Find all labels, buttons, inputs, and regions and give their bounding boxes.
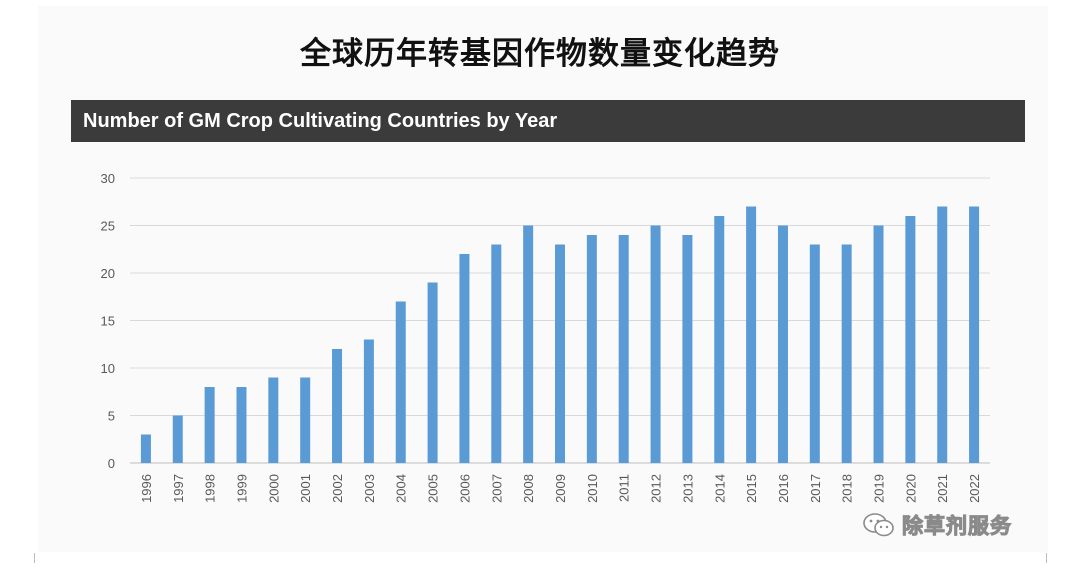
x-tick-label: 1998	[203, 474, 218, 503]
x-tick-label: 2009	[553, 474, 568, 503]
corner-mark	[24, 553, 35, 563]
y-tick-label: 5	[108, 409, 115, 424]
y-tick-label: 15	[101, 314, 115, 329]
x-tick-label: 2010	[585, 474, 600, 503]
x-tick-label: 2014	[712, 474, 727, 503]
bar-2022	[969, 206, 980, 463]
bar-2000	[268, 377, 279, 463]
x-tick-label: 2008	[521, 474, 536, 503]
x-tick-label: 2022	[967, 474, 982, 503]
x-tick-label: 2005	[426, 474, 441, 503]
bar-2021	[937, 206, 948, 463]
y-tick-label: 30	[101, 171, 115, 186]
bar-2018	[841, 244, 852, 463]
x-tick-label: 1997	[171, 474, 186, 503]
x-tick-label: 2007	[489, 474, 504, 503]
x-tick-label: 1996	[139, 474, 154, 503]
bar-1999	[236, 387, 247, 463]
bar-2010	[586, 235, 597, 463]
bar-1996	[140, 434, 151, 463]
wechat-watermark: 除草剂服务	[862, 512, 1012, 539]
x-tick-label: 2018	[840, 474, 855, 503]
y-tick-label: 20	[101, 266, 115, 281]
x-axis-ticks: 1996 1997 1998 1999 2000 2001 2002 2003 2004 2005…	[139, 474, 982, 503]
page-title: 全球历年转基因作物数量变化趋势	[300, 36, 780, 72]
bar-2015	[746, 206, 757, 463]
bar-2002	[332, 349, 343, 463]
corner-mark	[1046, 553, 1057, 563]
x-tick-label: 2020	[903, 474, 918, 503]
x-tick-label: 2021	[935, 474, 950, 503]
bar-2009	[555, 244, 565, 463]
bar-2017	[809, 244, 820, 463]
x-tick-label: 2013	[680, 474, 695, 503]
y-tick-label: 25	[101, 219, 115, 234]
x-tick-label: 2003	[362, 474, 377, 503]
x-tick-label: 2000	[266, 474, 281, 503]
x-tick-label: 2006	[457, 474, 472, 503]
bar-1997	[172, 415, 183, 463]
y-tick-label: 10	[101, 361, 115, 376]
bar-2016	[777, 225, 788, 463]
bar-1998	[204, 387, 215, 463]
bar-2007	[491, 244, 502, 463]
bar-2020	[905, 216, 916, 463]
bar-2008	[523, 225, 534, 463]
bar-2019	[873, 225, 884, 463]
wechat-icon	[863, 513, 894, 537]
y-tick-label: 0	[108, 456, 115, 471]
x-tick-label: 2017	[808, 474, 823, 503]
bars	[140, 206, 980, 463]
x-tick-label: 1999	[234, 474, 249, 503]
bar-2004	[395, 301, 406, 463]
x-tick-label: 2002	[330, 474, 345, 503]
chart-header-bar: Number of GM Crop Cultivating Countries …	[71, 100, 1025, 142]
bar-2006	[459, 254, 470, 463]
bar-2003	[363, 339, 374, 463]
chart-header-title: Number of GM Crop Cultivating Countries …	[83, 110, 558, 132]
x-tick-label: 2004	[394, 474, 409, 503]
x-tick-label: 2012	[649, 474, 664, 503]
bar-2012	[650, 225, 661, 463]
watermark-text: 除草剂服务	[902, 514, 1012, 539]
x-tick-label: 2015	[744, 474, 759, 503]
bar-2011	[618, 235, 629, 463]
x-tick-label: 2001	[298, 474, 313, 503]
bar-2013	[682, 235, 693, 463]
bar-2001	[300, 377, 311, 463]
bar-2014	[714, 216, 725, 463]
x-tick-label: 2011	[617, 474, 632, 502]
y-axis-ticks: 0 5 10 15 20 25 30	[101, 171, 115, 471]
x-tick-label: 2019	[872, 474, 887, 503]
bar-2005	[427, 282, 438, 463]
x-tick-label: 2016	[776, 474, 791, 503]
